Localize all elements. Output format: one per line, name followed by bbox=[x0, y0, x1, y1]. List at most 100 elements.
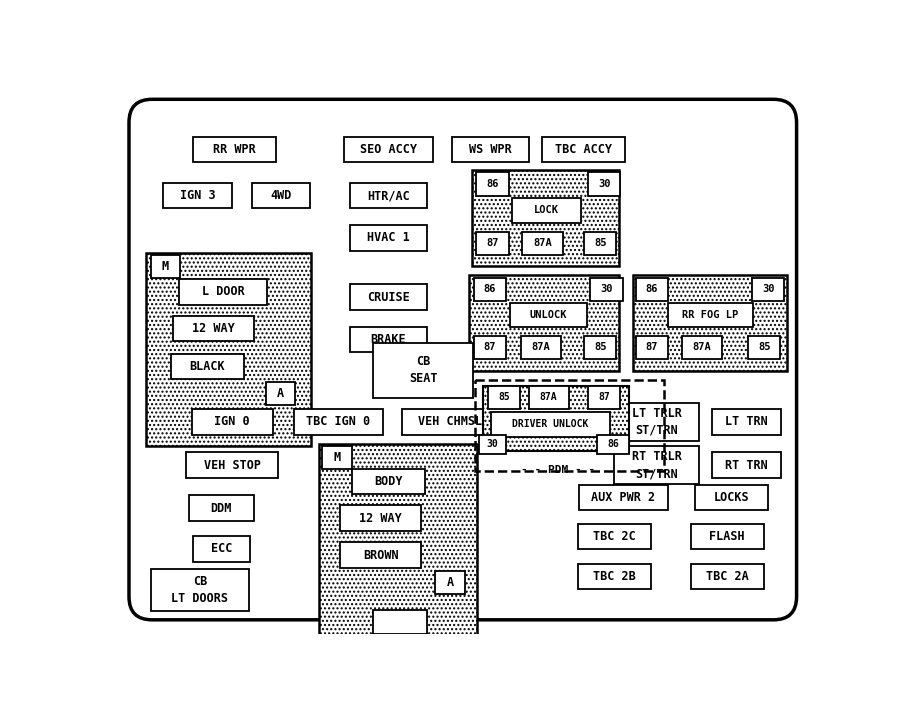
Text: 87: 87 bbox=[597, 392, 609, 402]
Text: IGN 0: IGN 0 bbox=[214, 415, 250, 429]
Bar bbox=[186, 452, 278, 478]
Text: 12 WAY: 12 WAY bbox=[192, 323, 235, 335]
Bar bbox=[173, 316, 253, 342]
Text: TBC ACCY: TBC ACCY bbox=[554, 143, 612, 156]
Bar bbox=[587, 386, 620, 409]
Bar bbox=[350, 225, 427, 251]
Text: 4WD: 4WD bbox=[270, 189, 291, 202]
Bar bbox=[401, 409, 498, 434]
Text: 12 WAY: 12 WAY bbox=[359, 512, 401, 525]
Bar bbox=[373, 609, 427, 634]
Text: CRUISE: CRUISE bbox=[367, 290, 410, 304]
Bar bbox=[596, 434, 629, 454]
Text: LT TRN: LT TRN bbox=[724, 415, 767, 429]
Bar bbox=[490, 412, 609, 436]
Bar bbox=[189, 496, 253, 521]
Bar bbox=[577, 564, 650, 590]
Bar bbox=[192, 536, 250, 562]
Text: 86: 86 bbox=[485, 179, 498, 189]
Text: UNLOCK: UNLOCK bbox=[529, 310, 566, 320]
Bar bbox=[613, 446, 698, 484]
Bar bbox=[179, 279, 267, 305]
Bar bbox=[162, 183, 232, 208]
Bar bbox=[252, 183, 309, 208]
Bar bbox=[520, 335, 560, 359]
Text: 30: 30 bbox=[597, 179, 610, 189]
Bar bbox=[584, 231, 616, 255]
Text: TBC 2A: TBC 2A bbox=[705, 570, 748, 583]
Bar bbox=[578, 485, 667, 510]
Bar bbox=[340, 506, 420, 531]
Text: LOCK: LOCK bbox=[533, 205, 558, 215]
Bar bbox=[584, 335, 616, 359]
Text: DDM: DDM bbox=[210, 502, 232, 515]
Bar bbox=[747, 335, 779, 359]
Bar bbox=[711, 409, 780, 434]
Bar bbox=[318, 444, 476, 637]
Bar bbox=[694, 485, 767, 510]
Text: RT TRN: RT TRN bbox=[724, 459, 767, 471]
Bar bbox=[478, 434, 505, 454]
Text: BODY: BODY bbox=[373, 475, 402, 488]
Text: BROWN: BROWN bbox=[363, 549, 398, 562]
Text: DRIVER UNLOCK: DRIVER UNLOCK bbox=[511, 419, 588, 429]
Text: 86: 86 bbox=[607, 439, 619, 449]
Text: WS WPR: WS WPR bbox=[468, 143, 511, 156]
Bar bbox=[151, 569, 249, 611]
Bar bbox=[350, 327, 427, 352]
Text: TBC 2C: TBC 2C bbox=[592, 530, 635, 543]
Bar bbox=[475, 231, 508, 255]
Bar bbox=[632, 275, 786, 371]
Text: 86: 86 bbox=[483, 285, 496, 295]
Bar bbox=[294, 409, 382, 434]
Bar bbox=[352, 468, 425, 494]
Text: FLASH: FLASH bbox=[709, 530, 744, 543]
Bar bbox=[151, 255, 179, 278]
Bar bbox=[266, 382, 295, 405]
Bar bbox=[613, 403, 698, 441]
Text: 30: 30 bbox=[600, 285, 612, 295]
Text: TBC IGN 0: TBC IGN 0 bbox=[306, 415, 370, 429]
Bar bbox=[475, 380, 663, 471]
Bar bbox=[451, 137, 528, 162]
Bar bbox=[474, 335, 506, 359]
Text: 87: 87 bbox=[645, 342, 658, 352]
Bar bbox=[510, 303, 586, 328]
Bar bbox=[528, 386, 568, 409]
Text: 87A: 87A bbox=[539, 392, 557, 402]
Bar bbox=[475, 172, 508, 196]
Text: VEH CHMSL: VEH CHMSL bbox=[418, 415, 482, 429]
Bar bbox=[577, 524, 650, 550]
Text: A: A bbox=[277, 387, 284, 400]
Text: HTR/AC: HTR/AC bbox=[367, 189, 410, 202]
Bar bbox=[170, 354, 244, 379]
Text: BRAKE: BRAKE bbox=[370, 333, 406, 346]
Bar bbox=[344, 137, 432, 162]
Bar bbox=[711, 452, 780, 478]
Text: AUX PWR 2: AUX PWR 2 bbox=[591, 491, 655, 504]
Text: VEH STOP: VEH STOP bbox=[204, 459, 261, 471]
Text: 85: 85 bbox=[498, 392, 510, 402]
Bar bbox=[373, 342, 473, 398]
Text: 30: 30 bbox=[761, 285, 774, 295]
Text: 86: 86 bbox=[645, 285, 658, 295]
Bar bbox=[690, 524, 763, 550]
Text: RT TRLR
ST/TRN: RT TRLR ST/TRN bbox=[630, 450, 681, 480]
Bar bbox=[541, 137, 624, 162]
Bar bbox=[146, 253, 311, 446]
Bar bbox=[191, 409, 272, 434]
Text: M: M bbox=[333, 451, 340, 464]
Text: M: M bbox=[161, 260, 169, 273]
Bar bbox=[590, 278, 621, 301]
Text: 87A: 87A bbox=[531, 342, 549, 352]
Bar bbox=[435, 570, 465, 594]
Bar bbox=[472, 170, 618, 266]
Text: 85: 85 bbox=[594, 342, 606, 352]
Bar bbox=[751, 278, 784, 301]
Text: 85: 85 bbox=[757, 342, 769, 352]
Bar bbox=[635, 335, 667, 359]
Text: CB
SEAT: CB SEAT bbox=[409, 355, 437, 385]
Bar bbox=[474, 278, 506, 301]
Text: 85: 85 bbox=[594, 239, 606, 248]
Text: TBC 2B: TBC 2B bbox=[592, 570, 635, 583]
